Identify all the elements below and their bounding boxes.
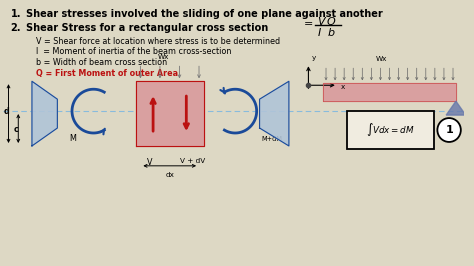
Text: d: d	[4, 107, 9, 116]
Text: $\mathit{I}$: $\mathit{I}$	[317, 26, 322, 38]
Text: Shear stresses involved the sliding of one plane against another: Shear stresses involved the sliding of o…	[26, 9, 383, 19]
Text: M+dM: M+dM	[262, 136, 283, 142]
Text: I  = Moment of inertia of the beam cross-section: I = Moment of inertia of the beam cross-…	[36, 47, 231, 56]
Text: Wx: Wx	[376, 56, 388, 62]
Polygon shape	[32, 81, 57, 146]
Text: dx: dx	[165, 172, 174, 178]
Text: Wx: Wx	[158, 54, 169, 60]
Circle shape	[438, 118, 461, 142]
Text: c: c	[13, 124, 18, 134]
Polygon shape	[260, 81, 289, 146]
Text: Shear Stress for a rectangular cross section: Shear Stress for a rectangular cross sec…	[26, 23, 268, 32]
Text: =: =	[303, 19, 313, 29]
Text: b = Width of beam cross section: b = Width of beam cross section	[36, 59, 167, 67]
Text: V + dV: V + dV	[181, 158, 206, 164]
Text: $\mathit{b}$: $\mathit{b}$	[327, 26, 336, 38]
Text: $\int Vdx = dM$: $\int Vdx = dM$	[366, 122, 415, 139]
Polygon shape	[446, 101, 466, 115]
Text: 1: 1	[445, 125, 453, 135]
Text: $\mathit{Q}$: $\mathit{Q}$	[326, 15, 337, 28]
Bar	[323, 83, 456, 101]
Text: M: M	[69, 135, 76, 143]
Bar	[136, 81, 204, 146]
Text: 2.: 2.	[10, 23, 21, 32]
Text: $\mathit{V}$: $\mathit{V}$	[317, 15, 328, 27]
Text: V = Shear force at location where stress is to be determined: V = Shear force at location where stress…	[36, 36, 280, 45]
Text: Q = First Moment of outer Area: Q = First Moment of outer Area	[36, 69, 178, 78]
Text: 1.: 1.	[10, 9, 21, 19]
Text: V: V	[147, 158, 153, 167]
Text: y: y	[311, 55, 316, 61]
FancyBboxPatch shape	[346, 111, 435, 149]
Text: x: x	[341, 84, 345, 90]
